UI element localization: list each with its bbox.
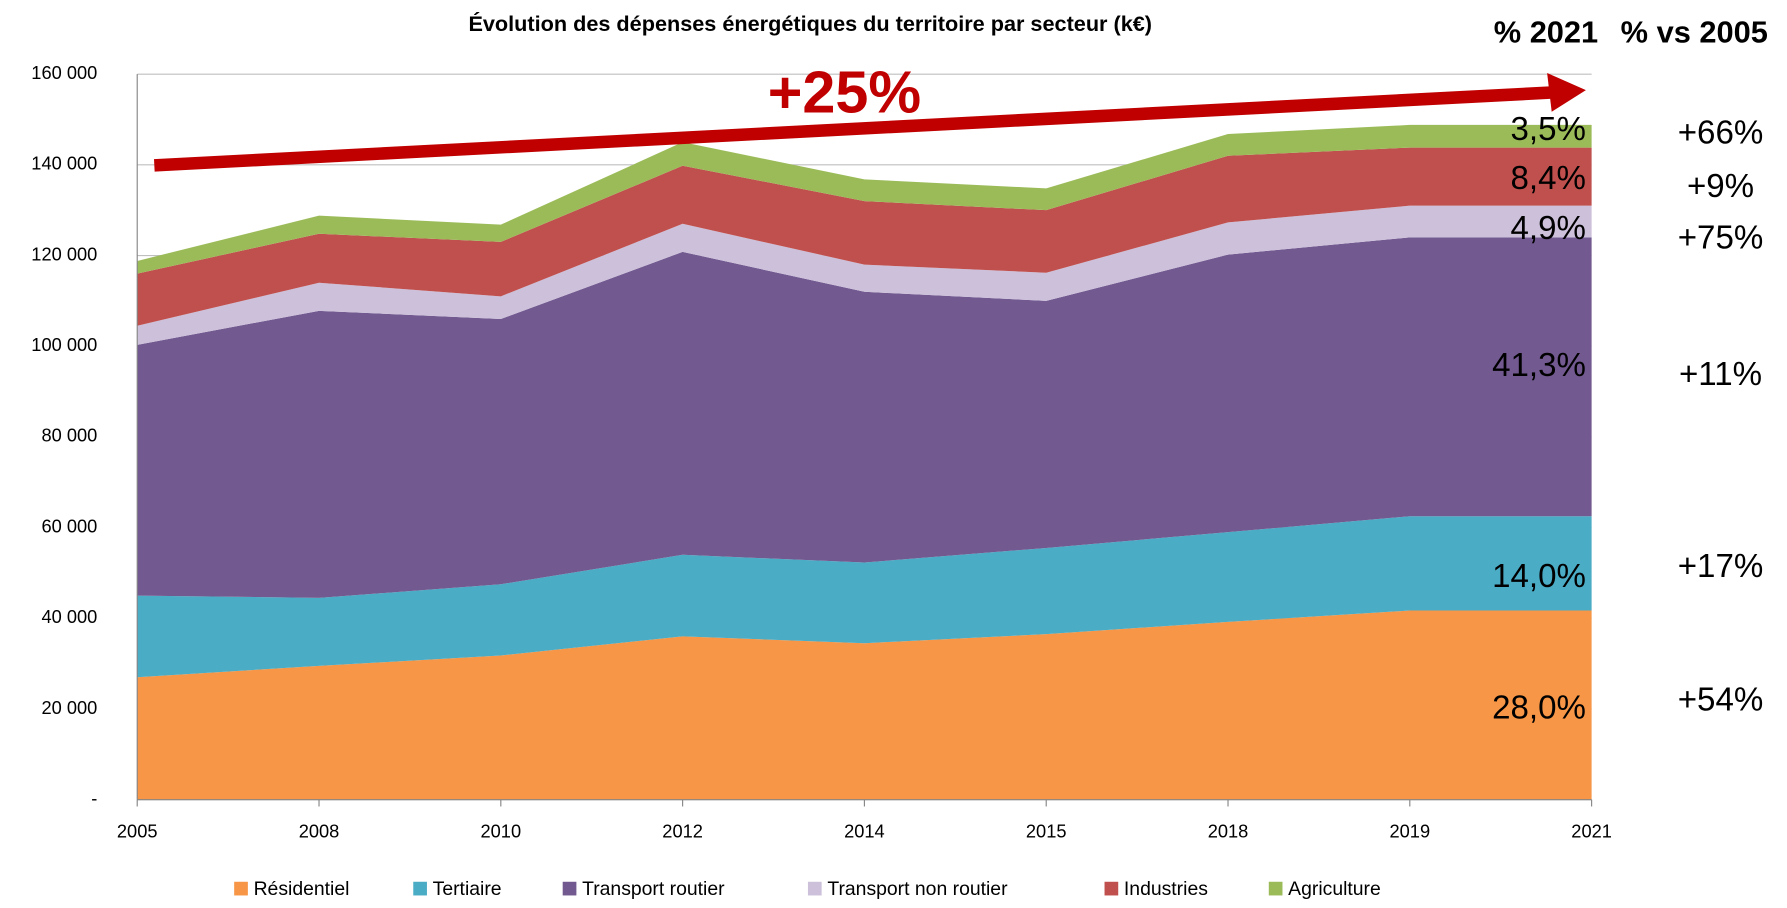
legend-label: Transport routier xyxy=(582,878,725,900)
legend-swatch xyxy=(807,881,822,896)
x-tick-label: 2005 xyxy=(117,821,158,842)
x-tick-label: 2014 xyxy=(844,821,885,842)
share-label: 14,0% xyxy=(1492,558,1586,595)
legend-swatch xyxy=(1104,881,1119,896)
share-label: 3,5% xyxy=(1511,111,1586,148)
change-label: +11% xyxy=(1679,356,1762,393)
areas xyxy=(137,124,1592,800)
change-label: +9% xyxy=(1687,168,1754,205)
change-label: +17% xyxy=(1678,548,1764,585)
legend-label: Agriculture xyxy=(1288,878,1381,900)
change-header: % vs 2005 xyxy=(1621,14,1768,49)
y-tick-label: 20 000 xyxy=(41,697,97,718)
y-tick-label: 140 000 xyxy=(31,153,97,174)
area xyxy=(137,237,1592,598)
y-tick-label: 40 000 xyxy=(41,606,97,627)
chart-title: Évolution des dépenses énergétiques du t… xyxy=(468,11,1152,36)
legend-swatch xyxy=(413,881,427,896)
y-tick-label: - xyxy=(91,787,97,808)
trend-arrow-head xyxy=(1547,73,1586,112)
share-label: 8,4% xyxy=(1511,160,1586,197)
area xyxy=(137,124,1592,274)
share-label: 28,0% xyxy=(1492,689,1586,726)
y-tick-label: 100 000 xyxy=(31,334,97,355)
legend-swatch xyxy=(562,881,577,896)
area xyxy=(137,610,1592,800)
x-tick-label: 2010 xyxy=(481,821,522,842)
share-label: 41,3% xyxy=(1492,347,1586,384)
x-tick-label: 2018 xyxy=(1208,821,1249,842)
x-tick-label: 2012 xyxy=(662,821,703,842)
change-label: +75% xyxy=(1678,219,1764,256)
y-tick-label: 60 000 xyxy=(41,515,97,536)
trend-arrow xyxy=(153,86,1555,172)
area xyxy=(137,205,1592,345)
legend-label: Industries xyxy=(1124,878,1208,900)
legend-label: Résidentiel xyxy=(254,878,350,900)
legend-label: Transport non routier xyxy=(827,878,1008,900)
share-header: % 2021 xyxy=(1494,14,1598,49)
area xyxy=(137,516,1592,678)
y-tick-label: 120 000 xyxy=(31,243,97,264)
legend-swatch xyxy=(234,881,248,896)
x-tick-label: 2021 xyxy=(1571,821,1612,842)
change-label: +66% xyxy=(1678,114,1764,151)
x-tick-label: 2015 xyxy=(1026,821,1067,842)
foreground: - 20 000 40 000 60 000 80 000 100 000 120 000 1… xyxy=(31,59,1763,900)
y-tick-label: 160 000 xyxy=(31,62,97,83)
share-label: 4,9% xyxy=(1511,210,1586,247)
change-label: +54% xyxy=(1678,681,1764,718)
trend-label: +25% xyxy=(768,59,921,126)
area xyxy=(137,147,1592,326)
x-tick-label: 2019 xyxy=(1390,821,1431,842)
y-tick-label: 80 000 xyxy=(41,425,97,446)
legend-swatch xyxy=(1268,881,1283,896)
x-tick-label: 2008 xyxy=(299,821,340,842)
legend-label: Tertiaire xyxy=(433,878,502,900)
